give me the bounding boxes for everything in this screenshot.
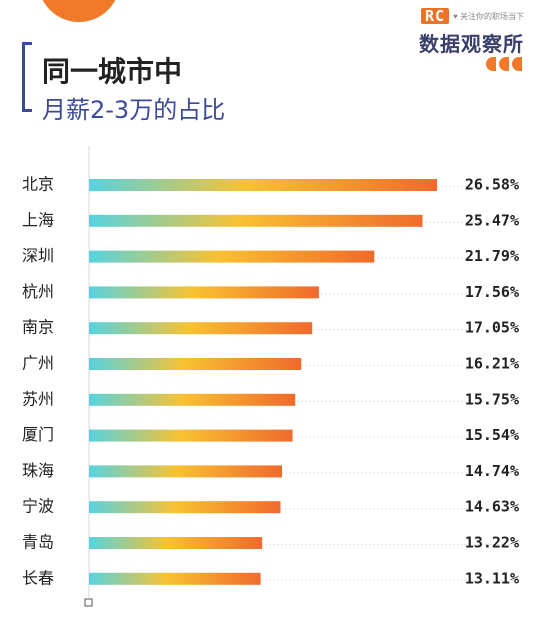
data-label: 15.54% bbox=[465, 426, 519, 444]
category-label: 上海 bbox=[22, 210, 54, 229]
bar bbox=[89, 250, 375, 263]
decorative-dot bbox=[499, 57, 509, 71]
data-label: 16.21% bbox=[465, 355, 519, 373]
brand-name: 数据观察所 bbox=[419, 32, 524, 56]
bar bbox=[89, 179, 437, 191]
bar bbox=[89, 572, 261, 585]
data-label: 25.47% bbox=[465, 211, 519, 229]
axis-origin-marker bbox=[84, 598, 93, 607]
bar bbox=[89, 358, 302, 370]
category-label: 北京 bbox=[22, 175, 54, 194]
data-label: 17.05% bbox=[465, 319, 519, 337]
bar bbox=[89, 393, 296, 406]
brand-note: ♥ 关注你的职场当下 bbox=[453, 12, 524, 22]
category-label: 广州 bbox=[22, 354, 54, 373]
bar bbox=[89, 286, 319, 299]
data-label: 14.63% bbox=[465, 498, 519, 516]
brand-logo: RC bbox=[420, 8, 450, 24]
category-label: 深圳 bbox=[22, 246, 54, 265]
category-label: 杭州 bbox=[22, 282, 54, 301]
decorative-corner-shape bbox=[38, 0, 120, 22]
category-label: 珠海 bbox=[22, 461, 54, 480]
decorative-dot bbox=[486, 57, 496, 71]
data-label: 15.75% bbox=[465, 390, 519, 408]
category-label: 苏州 bbox=[22, 389, 54, 408]
bar bbox=[89, 429, 293, 442]
data-label: 21.79% bbox=[465, 247, 519, 265]
chart-title-line1: 同一城市中 bbox=[42, 55, 183, 88]
title-bracket-decoration bbox=[22, 42, 32, 112]
decorative-dot bbox=[512, 57, 522, 71]
data-label: 26.58% bbox=[465, 176, 519, 194]
category-label: 厦门 bbox=[22, 425, 54, 444]
category-label: 南京 bbox=[22, 318, 54, 337]
bar bbox=[89, 214, 423, 227]
bar bbox=[89, 537, 263, 549]
bar bbox=[89, 465, 282, 478]
bar bbox=[89, 501, 281, 514]
category-label: 宁波 bbox=[22, 497, 54, 516]
brand-block: RC ♥ 关注你的职场当下 数据观察所 bbox=[419, 8, 524, 57]
chart-title-line2: 月薪2-3万的占比 bbox=[42, 96, 226, 124]
data-label: 14.74% bbox=[465, 462, 519, 480]
data-label: 17.56% bbox=[465, 283, 519, 301]
data-label: 13.11% bbox=[465, 569, 519, 587]
decorative-dots bbox=[483, 57, 522, 76]
category-label: 长春 bbox=[22, 568, 54, 587]
bar bbox=[89, 322, 313, 335]
data-label: 13.22% bbox=[465, 534, 519, 552]
category-label: 青岛 bbox=[22, 533, 54, 552]
